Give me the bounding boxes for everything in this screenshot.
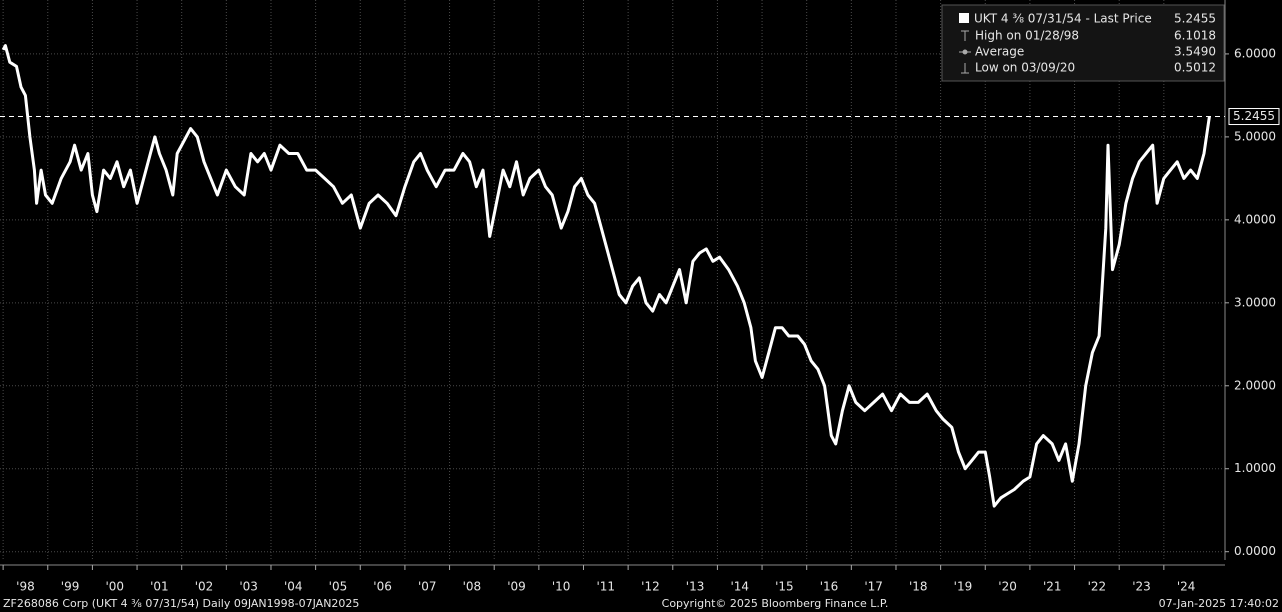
x-tick-label: '19 xyxy=(954,580,973,594)
legend-icons xyxy=(959,30,971,74)
y-tick-label: 4.0000 xyxy=(1234,212,1276,226)
x-tick-label: '00 xyxy=(105,580,124,594)
x-tick-label: '20 xyxy=(998,580,1017,594)
y-tick-label: 0.0000 xyxy=(1234,544,1276,558)
x-tick-label: '18 xyxy=(909,580,928,594)
x-tick-label: '09 xyxy=(507,580,526,594)
x-tick-label: '11 xyxy=(597,580,616,594)
x-tick-label: '05 xyxy=(329,580,348,594)
y-tick-label: 6.0000 xyxy=(1234,46,1276,60)
legend-series-name: UKT 4 ⅜ 07/31/54 - Last Price xyxy=(974,12,1152,26)
legend-value: 0.5012 xyxy=(1174,61,1216,75)
x-tick-label: '17 xyxy=(864,580,883,594)
legend-label: Average xyxy=(975,45,1024,59)
legend-swatch xyxy=(959,13,969,23)
legend-label: Low on 03/09/20 xyxy=(975,61,1075,75)
x-tick-label: '14 xyxy=(730,580,749,594)
price-line xyxy=(1,44,1211,508)
x-tick-label: '22 xyxy=(1088,580,1107,594)
x-tick-label: '07 xyxy=(418,580,437,594)
x-tick-label: '98 xyxy=(16,580,35,594)
x-tick-label: '99 xyxy=(61,580,80,594)
legend-last-price: 5.2455 xyxy=(1174,12,1216,26)
y-tick-label: 3.0000 xyxy=(1234,295,1276,309)
x-tick-label: '23 xyxy=(1132,580,1151,594)
legend-value: 6.1018 xyxy=(1174,29,1216,43)
x-tick-label: '03 xyxy=(239,580,258,594)
x-tick-label: '12 xyxy=(641,580,660,594)
last-price-label: 5.2455 xyxy=(1233,109,1275,123)
x-tick-label: '02 xyxy=(195,580,214,594)
y-tick-label: 5.0000 xyxy=(1234,129,1276,143)
x-tick-label: '16 xyxy=(820,580,839,594)
y-tick-label: 2.0000 xyxy=(1234,378,1276,392)
x-tick-label: '10 xyxy=(552,580,571,594)
plot xyxy=(1,44,1211,508)
x-tick-label: '24 xyxy=(1177,580,1196,594)
last-price-tag xyxy=(1228,108,1280,126)
x-tick-label: '01 xyxy=(150,580,169,594)
x-tick-label: '08 xyxy=(463,580,482,594)
grid xyxy=(0,0,1225,560)
legend-label: High on 01/28/98 xyxy=(975,29,1079,43)
y-tick-label: 1.0000 xyxy=(1234,461,1276,475)
footer-copyright: Copyright© 2025 Bloomberg Finance L.P. xyxy=(662,597,889,610)
footer-timestamp: 07-Jan-2025 17:40:02 xyxy=(1159,597,1279,610)
x-tick-label: '06 xyxy=(373,580,392,594)
legend-box xyxy=(941,4,1225,82)
x-tick-label: '15 xyxy=(775,580,794,594)
footer-source: ZF268086 Corp (UKT 4 ⅜ 07/31/54) Daily 0… xyxy=(3,597,359,610)
x-tick-label: '21 xyxy=(1043,580,1062,594)
legend-value: 3.5490 xyxy=(1174,45,1216,59)
x-tick-label: '13 xyxy=(686,580,705,594)
x-tick-label: '04 xyxy=(284,580,303,594)
